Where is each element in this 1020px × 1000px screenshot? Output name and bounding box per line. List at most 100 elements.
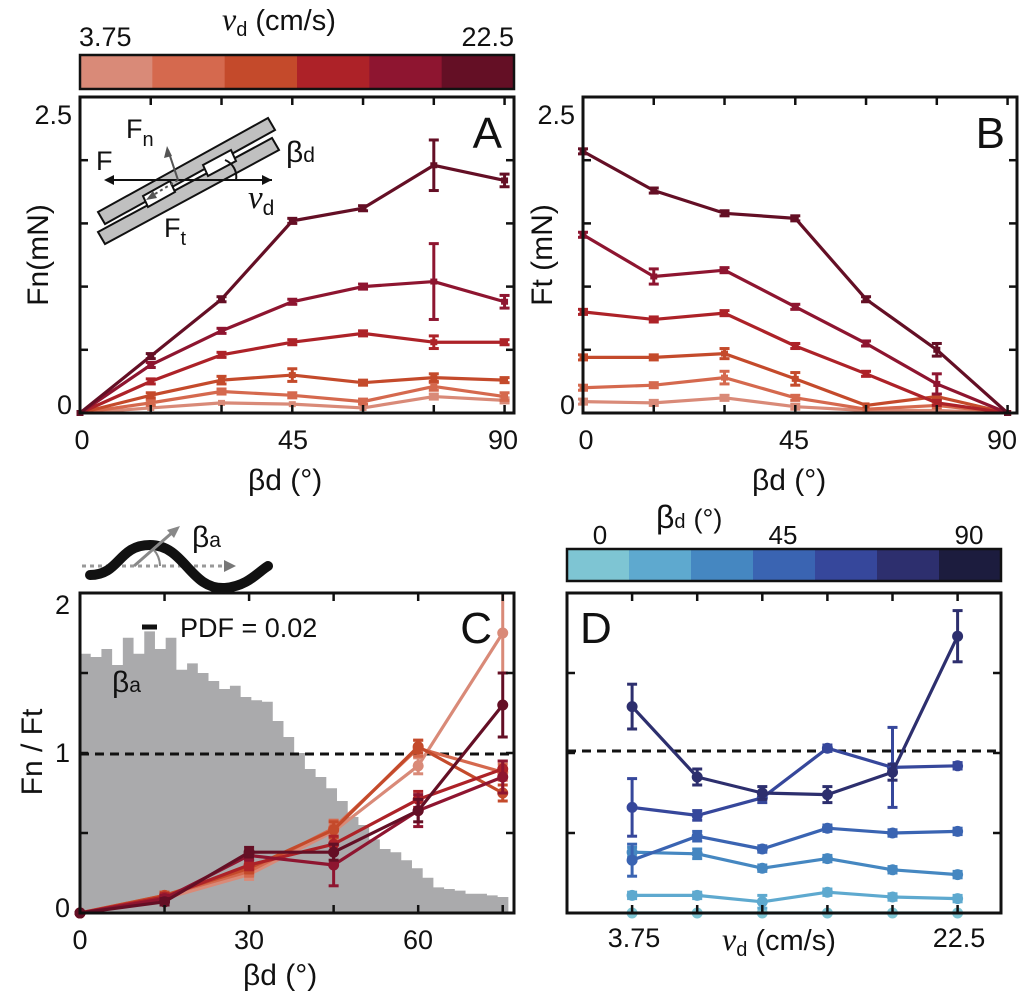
panel-a-series-3-point-2 (218, 351, 226, 358)
inset-c-beta-sub: a (209, 529, 221, 552)
inset-a-fn-main: F (126, 114, 143, 144)
panel-d-series-3-point-4 (887, 827, 898, 839)
panel-c-plot (74, 591, 509, 919)
panel-d-series-3-point-5 (952, 825, 964, 837)
panel-c-series-5-line (79, 704, 504, 915)
colorbar-betad: 0 45 90 βd (°) (565, 499, 1003, 583)
inset-a-ft-label: Ft (164, 213, 187, 250)
panel-c-series-0-point-5 (497, 627, 509, 639)
panel-b-series-2-point-1 (650, 354, 658, 361)
panel-a-series-1-point-6 (501, 393, 509, 400)
panel-c-series-5-point-3 (328, 846, 340, 858)
panel-a-series-4-point-2 (218, 327, 226, 334)
colorbar-vd-cell-2 (224, 55, 298, 89)
panel-d-series-5-point-4 (887, 766, 898, 778)
panel-b-series-4-point-2 (721, 267, 729, 274)
panel-b-ytick-top: 2.5 (537, 100, 575, 130)
panel-c-series-5-point-2 (243, 846, 255, 858)
panel-a-series-3-point-4 (359, 330, 367, 337)
histogram-area (80, 631, 509, 913)
panel-c-xtick-0: 0 (72, 925, 87, 955)
panel-a-series-5-point-4 (359, 205, 367, 212)
panel-d-series-2-point-5 (952, 869, 964, 881)
panel-a-series-0-point-2 (218, 399, 226, 406)
panel-b-series-3-point-4 (862, 370, 870, 377)
panel-a-series-4-point-1 (147, 361, 155, 368)
panel-b-series-4-point-3 (791, 303, 799, 310)
panel-c-series-2-point-4 (412, 741, 424, 753)
panel-c-ytick-0: 0 (55, 893, 70, 923)
panel-a-series-5-point-6 (501, 177, 509, 184)
panel-c-series-2-point-3 (328, 824, 340, 836)
panel-d-series-1-point-0 (626, 889, 638, 901)
colorbar-betad-title-unit: (°) (694, 504, 723, 534)
panel-d-series-2-point-1 (691, 848, 703, 860)
panel-a-series-3 (76, 329, 510, 416)
panel-d-xlabel-unit: (cm/s) (755, 925, 836, 957)
panel-c-xtick-60: 60 (403, 925, 433, 955)
panel-c-ytick-1: 1 (55, 738, 70, 768)
inset-a-fn-sub: n (143, 129, 154, 151)
panel-a-series-2 (76, 367, 510, 416)
inset-c-beta-main: β (192, 521, 209, 554)
panel-a-series-1-point-2 (218, 388, 226, 395)
panel-c-series-4-point-5 (497, 771, 509, 783)
panel-b-series-1-point-1 (650, 382, 658, 389)
panel-d-series-5-point-2 (756, 787, 768, 799)
panel-c-series-4-line (79, 775, 504, 915)
inset-c-tangent-arrowhead (167, 526, 180, 538)
panel-b-series-4 (578, 230, 1012, 416)
panel-a-ylabel: Fn(mN) (22, 204, 55, 306)
colorbar-betad-cell-0 (567, 549, 630, 581)
colorbar-vd-title: vd (cm/s) (222, 1, 336, 41)
panel-b-series-2-point-2 (721, 350, 729, 357)
inset-c-wave (85, 539, 273, 593)
panel-b-series-0-point-2 (721, 394, 729, 401)
panel-d-series-4-point-3 (821, 742, 833, 754)
colorbar-betad-tick-90: 90 (955, 520, 984, 550)
panel-d-series-1-point-4 (887, 891, 898, 903)
panel-a-series-3-point-3 (288, 339, 296, 346)
panel-b-plot (578, 147, 1012, 416)
panel-d-series-5-point-0 (626, 701, 638, 713)
inset-a-f-label: F (96, 146, 113, 176)
panel-d-series-4-line (631, 746, 958, 818)
panel-c-ylabel: Fn / Ft (16, 708, 49, 795)
panel-b-series-2-point-3 (791, 375, 799, 382)
pdf-scale-text: PDF = 0.02 (180, 613, 317, 643)
panel-c-xtick-30: 30 (234, 925, 264, 955)
panel-d-series-1-point-2 (756, 896, 768, 908)
inset-a-fn-label: Fn (126, 114, 154, 151)
colorbar-vd-cell-1 (152, 55, 226, 89)
histogram-beta-a-main: β (112, 666, 129, 699)
panel-a-series-4-point-6 (501, 298, 509, 305)
panel-b-xlabel: βd (°) (752, 464, 826, 497)
panel-d-series-1 (626, 886, 964, 910)
panel-d-series-3 (626, 822, 964, 878)
panel-a-series-5-point-5 (430, 162, 438, 169)
panel-b-xtick-45: 45 (779, 425, 809, 455)
panel-b-series-3-point-2 (721, 310, 729, 317)
inset-c-angle-arc (152, 548, 161, 567)
panel-b-series-4-point-4 (862, 340, 870, 347)
panel-b-frame (581, 95, 1019, 415)
panel-a-series-3-point-1 (147, 378, 155, 385)
colorbar-vd-max-label: 22.5 (461, 22, 514, 52)
panel-d-series-2-point-3 (821, 853, 833, 865)
panel-a-series-2-point-5 (430, 374, 438, 381)
panel-a-series-4-point-3 (288, 298, 296, 305)
panel-a-xlabel: βd (°) (248, 464, 322, 497)
panel-d-series-2-point-4 (887, 864, 898, 876)
panel-d-series-2-point-2 (756, 862, 768, 874)
panel-b-series-5-point-5 (933, 346, 941, 353)
panel-d-series-4-point-5 (952, 760, 964, 772)
colorbar-betad-title-main: β (656, 499, 674, 535)
panel-a-xtick-45: 45 (278, 425, 308, 455)
panel-a-series-1-point-4 (359, 398, 367, 405)
colorbar-vd-cell-0 (80, 55, 153, 89)
panel-d-series-4-point-0 (626, 801, 638, 813)
colorbar-vd-cells (80, 55, 515, 89)
panel-d-series-4 (626, 725, 964, 838)
axis-ticks (78, 95, 1017, 915)
colorbar-betad-cell-2 (691, 549, 754, 581)
